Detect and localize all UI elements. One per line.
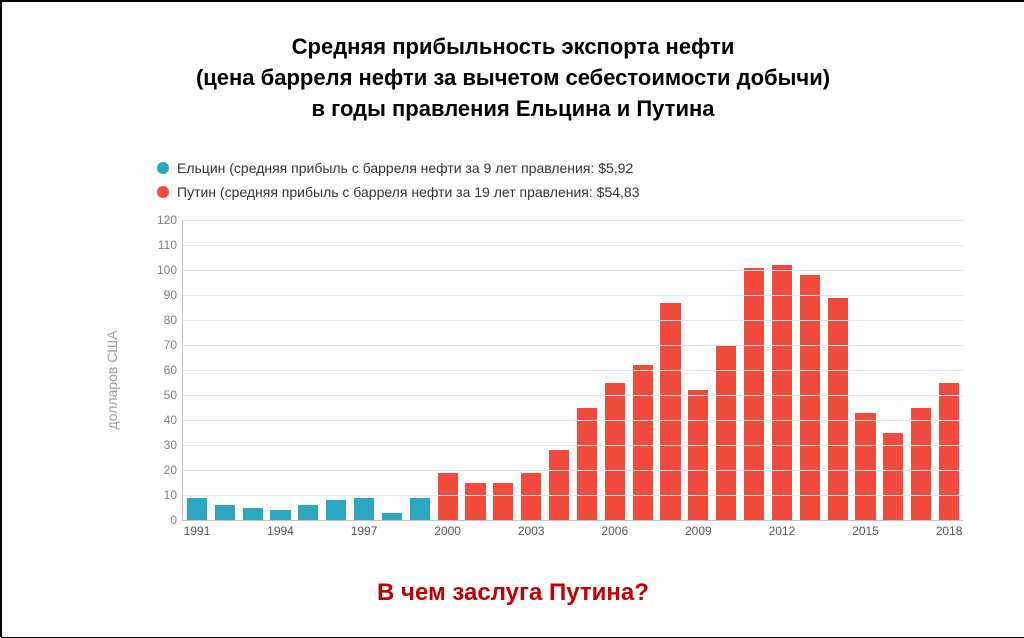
gridline [183, 395, 963, 396]
caption-question: В чем заслуга Путина? [2, 579, 1024, 607]
y-tick-label: 20 [147, 463, 177, 477]
y-tick-label: 70 [147, 338, 177, 352]
x-tick-label: 2000 [434, 524, 461, 538]
bar-2006 [605, 383, 625, 521]
bar-2003 [521, 473, 541, 521]
y-tick-label: 10 [147, 488, 177, 502]
legend-label: Ельцин (средняя прибыль с барреля нефти … [177, 160, 633, 176]
gridline [183, 295, 963, 296]
bar-2011 [744, 268, 764, 521]
y-tick-label: 100 [147, 263, 177, 277]
bar-1999 [410, 498, 430, 521]
legend-swatch-icon [157, 162, 169, 174]
chart-area: долларов США 010203040506070809010011012… [152, 220, 962, 540]
y-tick-label: 60 [147, 363, 177, 377]
y-tick-label: 30 [147, 438, 177, 452]
bar-2001 [465, 483, 485, 521]
y-tick-label: 90 [147, 288, 177, 302]
legend-item-1: Путин (средняя прибыль с барреля нефти з… [157, 184, 639, 200]
gridline [183, 445, 963, 446]
bar-2018 [939, 383, 959, 521]
gridline [183, 470, 963, 471]
gridline [183, 495, 963, 496]
x-tick-label: 2006 [601, 524, 628, 538]
bar-2014 [828, 298, 848, 521]
x-tick-label: 2018 [936, 524, 963, 538]
gridline [183, 420, 963, 421]
y-tick-label: 120 [147, 213, 177, 227]
x-tick-label: 1991 [184, 524, 211, 538]
bar-1998 [382, 513, 402, 521]
bar-2000 [438, 473, 458, 521]
bar-2007 [633, 365, 653, 520]
y-tick-label: 40 [147, 413, 177, 427]
y-tick-label: 80 [147, 313, 177, 327]
bar-2004 [549, 450, 569, 520]
gridline [183, 370, 963, 371]
bar-1991 [187, 498, 207, 521]
legend-item-0: Ельцин (средняя прибыль с барреля нефти … [157, 160, 639, 176]
x-tick-label: 2003 [518, 524, 545, 538]
bar-2009 [688, 390, 708, 520]
caption-text: В чем заслуга Путина? [377, 579, 649, 606]
gridline [183, 320, 963, 321]
bar-2013 [800, 275, 820, 520]
y-tick-label: 0 [147, 513, 177, 527]
bar-1994 [270, 510, 290, 520]
gridline [183, 345, 963, 346]
title-line-1: Средняя прибыльность экспорта нефти [2, 32, 1024, 63]
x-tick-label: 2015 [852, 524, 879, 538]
bar-2017 [911, 408, 931, 521]
chart-title: Средняя прибыльность экспорта нефти (цен… [2, 2, 1024, 124]
title-line-2: (цена барреля нефти за вычетом себестоим… [2, 63, 1024, 94]
x-tick-label: 1994 [267, 524, 294, 538]
gridline [183, 220, 963, 221]
bar-1992 [215, 505, 235, 520]
bar-2015 [855, 413, 875, 521]
y-tick-label: 110 [147, 238, 177, 252]
bar-2012 [772, 265, 792, 520]
gridline [183, 245, 963, 246]
x-tick-label: 2012 [769, 524, 796, 538]
bar-2005 [577, 408, 597, 521]
bar-2002 [493, 483, 513, 521]
x-tick-label: 1997 [351, 524, 378, 538]
plot: 0102030405060708090100110120199119941997… [182, 220, 963, 521]
gridline [183, 270, 963, 271]
bar-1997 [354, 498, 374, 521]
bar-1995 [298, 505, 318, 520]
chart-page: { "title": { "line1": "Средняя прибыльно… [2, 2, 1024, 637]
y-tick-label: 50 [147, 388, 177, 402]
title-line-3: в годы правления Ельцина и Путина [2, 94, 1024, 125]
bar-1996 [326, 500, 346, 520]
x-tick-label: 2009 [685, 524, 712, 538]
legend-label: Путин (средняя прибыль с барреля нефти з… [177, 184, 639, 200]
bar-1993 [243, 508, 263, 521]
bar-2010 [716, 345, 736, 520]
bar-2008 [660, 303, 680, 521]
legend-swatch-icon [157, 186, 169, 198]
y-axis-title: долларов США [104, 331, 120, 430]
legend: Ельцин (средняя прибыль с барреля нефти … [157, 160, 639, 208]
